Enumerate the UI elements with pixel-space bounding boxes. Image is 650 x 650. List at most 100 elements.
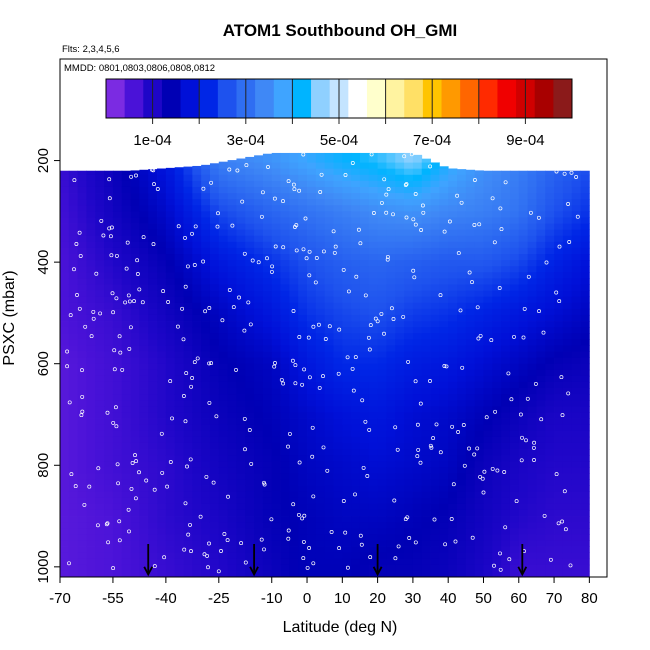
heatmap-cell bbox=[501, 418, 511, 426]
heatmap-cell bbox=[183, 528, 193, 535]
heatmap-cell bbox=[139, 290, 149, 298]
heatmap-cell bbox=[95, 516, 105, 523]
heatmap-cell bbox=[457, 180, 467, 188]
observation-point bbox=[566, 391, 571, 396]
heatmap-cell bbox=[262, 217, 273, 224]
heatmap-cell bbox=[121, 272, 131, 279]
heatmap-cell bbox=[368, 540, 379, 547]
heatmap-cell bbox=[509, 351, 520, 359]
heatmap-cell bbox=[333, 418, 343, 426]
heatmap-cell bbox=[60, 558, 70, 566]
heatmap-cell bbox=[386, 345, 396, 352]
heatmap-cell bbox=[395, 339, 405, 346]
heatmap-cell bbox=[77, 442, 87, 450]
heatmap-cell bbox=[174, 167, 184, 170]
observation-point bbox=[137, 470, 141, 475]
heatmap-cell bbox=[395, 193, 405, 200]
heatmap-cell bbox=[121, 278, 131, 285]
observation-point bbox=[472, 223, 477, 227]
heatmap-cell bbox=[536, 442, 546, 450]
heatmap-cell bbox=[227, 412, 237, 419]
heatmap-cell bbox=[112, 473, 123, 480]
heatmap-cell bbox=[342, 217, 352, 224]
heatmap-cell bbox=[412, 418, 423, 426]
observation-point bbox=[129, 174, 134, 179]
heatmap-cell bbox=[315, 333, 326, 340]
heatmap-cell bbox=[333, 241, 343, 249]
heatmap-cell bbox=[351, 266, 361, 273]
heatmap-cell bbox=[139, 528, 149, 535]
heatmap-cell bbox=[174, 302, 184, 310]
heatmap-cell bbox=[571, 406, 581, 413]
heatmap-cell bbox=[95, 170, 105, 176]
heatmap-cell bbox=[227, 351, 237, 359]
heatmap-cell bbox=[236, 327, 246, 334]
heatmap-cell bbox=[395, 503, 405, 511]
observation-point bbox=[134, 459, 139, 464]
heatmap-cell bbox=[580, 509, 590, 517]
heatmap-cell bbox=[545, 357, 555, 365]
heatmap-cell bbox=[245, 333, 255, 340]
heatmap-cell bbox=[404, 528, 414, 535]
heatmap-cell bbox=[201, 168, 211, 176]
heatmap-cell bbox=[95, 394, 105, 401]
heatmap-cell bbox=[342, 564, 352, 572]
heatmap-cell bbox=[562, 564, 573, 572]
heatmap-cell bbox=[404, 424, 414, 432]
heatmap-cell bbox=[201, 314, 211, 322]
heatmap-cell bbox=[104, 564, 114, 572]
heatmap-cell bbox=[121, 534, 131, 541]
heatmap-cell bbox=[333, 430, 343, 438]
heatmap-cell bbox=[404, 302, 414, 310]
heatmap-cell bbox=[104, 321, 114, 328]
heatmap-cell bbox=[174, 473, 184, 480]
heatmap-cell bbox=[527, 254, 537, 261]
heatmap-cell bbox=[121, 540, 131, 547]
heatmap-cell bbox=[377, 534, 387, 541]
heatmap-cell bbox=[201, 449, 211, 456]
heatmap-cell bbox=[342, 327, 352, 334]
observation-point bbox=[498, 551, 502, 556]
observation-point bbox=[204, 474, 209, 479]
heatmap-cell bbox=[448, 193, 458, 200]
heatmap-cell bbox=[368, 485, 379, 493]
heatmap-cell bbox=[280, 509, 290, 517]
heatmap-cell bbox=[492, 424, 502, 432]
heatmap-cell bbox=[439, 375, 449, 383]
heatmap-cell bbox=[483, 473, 493, 480]
heatmap-cell bbox=[112, 381, 123, 389]
heatmap-cell bbox=[183, 461, 193, 468]
heatmap-cell bbox=[324, 381, 334, 389]
heatmap-cell bbox=[95, 534, 105, 541]
heatmap-cell bbox=[104, 412, 114, 419]
heatmap-cell bbox=[201, 461, 211, 468]
heatmap-cell bbox=[333, 503, 343, 511]
heatmap-cell bbox=[395, 424, 405, 432]
heatmap-cell bbox=[298, 540, 308, 547]
heatmap-cell bbox=[359, 449, 370, 456]
heatmap-cell bbox=[148, 516, 158, 523]
heatmap-cell bbox=[554, 186, 564, 194]
observation-point bbox=[301, 247, 306, 252]
heatmap-cell bbox=[465, 522, 476, 529]
observation-point bbox=[325, 468, 330, 473]
heatmap-cell bbox=[201, 528, 211, 535]
heatmap-cell bbox=[474, 339, 484, 346]
heatmap-cell bbox=[571, 223, 581, 231]
heatmap-cell bbox=[139, 418, 149, 426]
heatmap-cell bbox=[342, 449, 352, 456]
heatmap-cell bbox=[421, 442, 431, 450]
heatmap-cell bbox=[60, 503, 70, 511]
heatmap-cell bbox=[112, 522, 123, 529]
observation-point bbox=[296, 512, 301, 517]
heatmap-cell bbox=[280, 205, 290, 212]
heatmap-cell bbox=[342, 394, 352, 401]
heatmap-cell bbox=[95, 363, 105, 371]
observation-point bbox=[294, 248, 299, 253]
heatmap-cell bbox=[448, 528, 458, 535]
heatmap-cell bbox=[395, 412, 405, 419]
heatmap-cell bbox=[509, 241, 520, 249]
observation-point bbox=[242, 416, 247, 421]
observation-point bbox=[411, 268, 416, 273]
heatmap-cell bbox=[307, 522, 317, 529]
